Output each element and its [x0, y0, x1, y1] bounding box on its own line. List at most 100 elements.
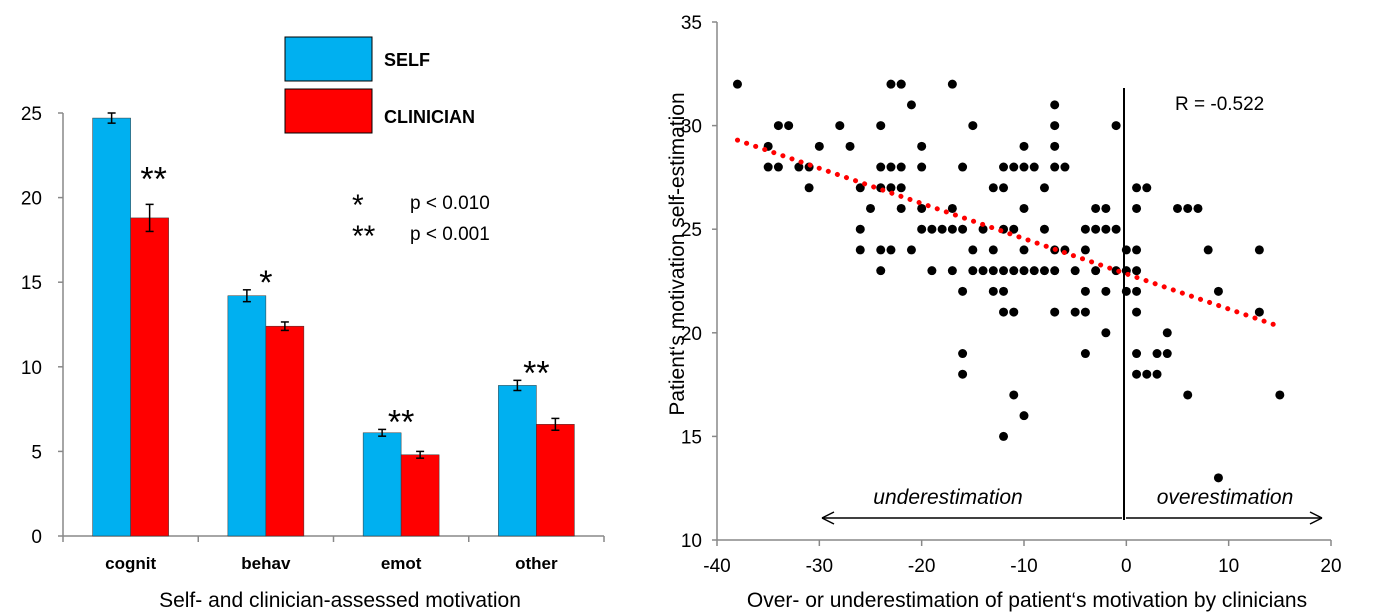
scatter-point: [855, 224, 865, 234]
scatter-y-tick-label: 25: [681, 220, 702, 241]
scatter-point: [947, 266, 957, 276]
scatter-point: [1050, 121, 1060, 131]
scatter-point: [1152, 369, 1162, 379]
scatter-point: [866, 203, 875, 213]
scatter-point: [988, 245, 998, 255]
scatter-point: [1009, 307, 1019, 317]
scatter-point: [958, 162, 968, 172]
bar-clinician-cognit: [130, 217, 169, 537]
scatter-point: [1213, 473, 1223, 483]
scatter-point: [1101, 203, 1111, 213]
scatter-point: [1080, 224, 1090, 234]
scatter-point: [988, 183, 998, 193]
significance-legend: * p < 0.010 ** p < 0.001: [352, 189, 490, 253]
scatter-point: [876, 245, 886, 255]
scatter-point: [1111, 121, 1121, 131]
scatter-point: [773, 121, 783, 131]
scatter-point: [958, 349, 968, 359]
scatter-point: [1152, 349, 1162, 359]
scatter-point: [1162, 349, 1172, 359]
scatter-point: [999, 307, 1009, 317]
significance-mark: **: [388, 403, 414, 441]
scatter-point: [814, 141, 824, 151]
scatter-point: [876, 121, 886, 131]
bar-self-other: [498, 385, 537, 537]
underestimation-label: underestimation: [873, 486, 1022, 509]
scatter-point: [1080, 349, 1090, 359]
bar-y-tick-label: 0: [31, 527, 42, 548]
bar-clinician-emot: [400, 454, 440, 537]
scatter-x-tick-label: -30: [806, 556, 833, 577]
scatter-y-tick-label: 15: [681, 427, 702, 448]
scatter-point: [1203, 245, 1213, 255]
bar-clinician-other: [536, 424, 575, 537]
significance-mark: **: [523, 354, 549, 392]
bars: [92, 117, 575, 537]
bar-self-cognit: [92, 117, 131, 537]
scatter-point: [927, 224, 937, 234]
scatter-point: [917, 203, 927, 213]
scatter-point: [1070, 266, 1080, 276]
significance-marks: *******: [140, 160, 549, 441]
overestimation-arrow: [1126, 511, 1323, 525]
scatter-point: [958, 369, 968, 379]
scatter-point: [1029, 162, 1039, 172]
bar-y-ticks: 0 5 10 15 20 25: [21, 104, 63, 548]
scatter-point: [1091, 203, 1101, 213]
bar-y-tick-label: 20: [21, 189, 42, 210]
scatter-point: [1009, 390, 1019, 400]
scatter-point: [1132, 183, 1142, 193]
scatter-point: [1080, 307, 1090, 317]
bar-category-label: behav: [241, 554, 291, 573]
scatter-point: [906, 100, 916, 110]
scatter-point: [1050, 162, 1060, 172]
scatter-x-tick-label: -20: [908, 556, 935, 577]
scatter-point: [988, 266, 998, 276]
scatter-point: [773, 162, 783, 172]
scatter-point: [896, 162, 906, 172]
scatter-point: [1193, 203, 1203, 213]
scatter-point: [1101, 224, 1111, 234]
bar-y-tick-label: 5: [31, 442, 42, 463]
scatter-x-tick-label: 0: [1121, 556, 1132, 577]
scatter-point: [1019, 245, 1029, 255]
scatter-point: [1019, 141, 1029, 151]
scatter-point: [1039, 224, 1049, 234]
scatter-point: [732, 79, 742, 89]
scatter-point: [947, 224, 957, 234]
scatter-point: [1050, 266, 1060, 276]
bar-self-behav: [227, 295, 267, 537]
scatter-point: [1060, 162, 1070, 172]
scatter-point: [1070, 307, 1080, 317]
error-bars: [107, 112, 560, 459]
scatter-point: [896, 79, 906, 89]
legend-label-clinician: CLINICIAN: [384, 107, 475, 127]
sig-legend-text-1: p < 0.010: [410, 193, 490, 214]
scatter-point: [1050, 100, 1060, 110]
scatter-point: [1091, 266, 1101, 276]
scatter-point: [1009, 266, 1019, 276]
scatter-point: [876, 266, 886, 276]
scatter-point: [988, 286, 998, 296]
scatter-point: [1039, 183, 1049, 193]
scatter-point: [1019, 411, 1029, 421]
scatter-point: [845, 141, 855, 151]
scatter-point: [968, 266, 978, 276]
scatter-point: [855, 183, 865, 193]
scatter-point: [1111, 224, 1121, 234]
sig-legend-text-2: p < 0.001: [410, 224, 490, 245]
scatter-point: [1132, 245, 1142, 255]
scatter-point: [1173, 203, 1182, 213]
scatter-point: [1132, 307, 1142, 317]
scatter-point: [999, 162, 1009, 172]
scatter-point: [1132, 266, 1142, 276]
scatter-point: [978, 224, 988, 234]
scatter-point: [1050, 141, 1060, 151]
scatter-point: [1101, 286, 1111, 296]
scatter-point: [999, 286, 1009, 296]
scatter-chart: 10 15 20 25 30 35 -40 -30 -20 -10 0 10 20 R = -0.52…: [666, 13, 1342, 612]
scatter-point: [835, 121, 845, 131]
scatter-x-tick-label: 20: [1320, 556, 1341, 577]
scatter-point: [1101, 328, 1111, 338]
